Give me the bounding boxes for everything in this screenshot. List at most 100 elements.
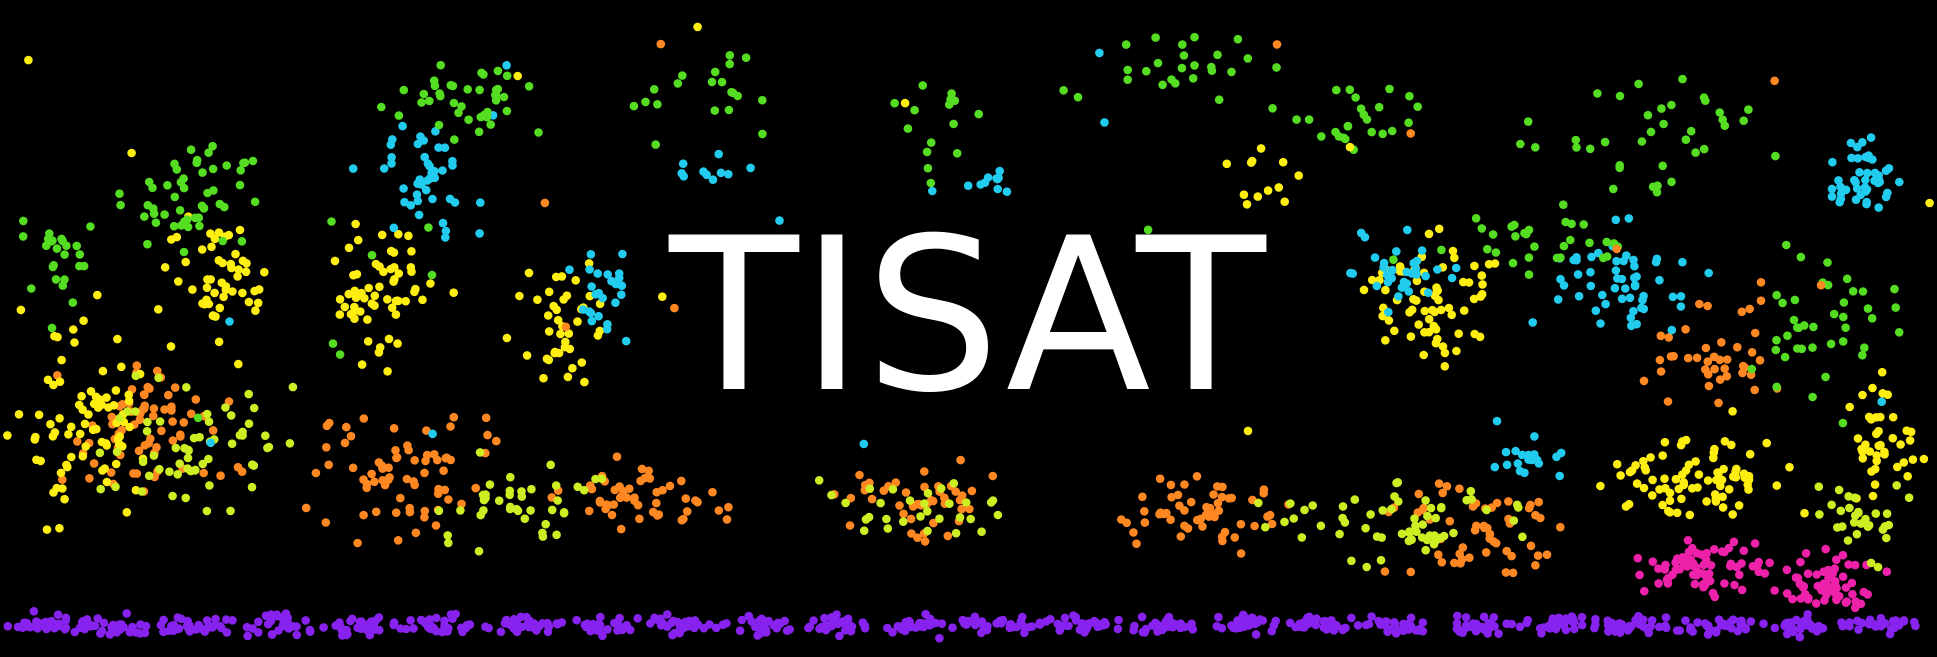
scatter-dot xyxy=(1848,287,1858,296)
scatter-dot xyxy=(288,382,298,392)
scatter-dot xyxy=(573,317,582,326)
scatter-dot xyxy=(533,295,542,305)
scatter-dot xyxy=(1686,126,1696,136)
scatter-dot xyxy=(146,434,155,444)
scatter-dot xyxy=(1904,493,1914,503)
scatter-dot xyxy=(1692,353,1702,363)
scatter-dot xyxy=(1069,611,1078,620)
scatter-dot xyxy=(405,507,415,517)
scatter-dot xyxy=(1524,270,1534,279)
scatter-dot xyxy=(49,488,58,497)
scatter-dot xyxy=(428,194,437,204)
scatter-dot xyxy=(556,329,565,339)
scatter-dot xyxy=(1239,610,1248,620)
scatter-dot xyxy=(57,355,66,365)
scatter-dot xyxy=(1685,510,1695,520)
scatter-dot xyxy=(993,184,1002,194)
scatter-dot xyxy=(1316,521,1326,531)
scatter-dot xyxy=(1421,496,1430,505)
scatter-dot xyxy=(238,288,247,298)
scatter-dot xyxy=(43,375,53,385)
scatter-dot xyxy=(1838,550,1848,560)
scatter-dot xyxy=(198,459,208,469)
scatter-dot xyxy=(450,135,459,144)
scatter-dot xyxy=(552,619,561,628)
scatter-dot xyxy=(111,386,121,395)
scatter-dot xyxy=(1880,447,1889,457)
scatter-dot xyxy=(483,430,492,440)
scatter-dot xyxy=(735,626,745,635)
scatter-dot xyxy=(335,350,345,359)
scatter-dot xyxy=(907,529,916,538)
scatter-dot xyxy=(876,498,885,508)
scatter-dot xyxy=(1152,619,1161,629)
scatter-dot xyxy=(1590,623,1599,633)
scatter-dot xyxy=(957,504,966,514)
scatter-dot xyxy=(1370,253,1380,262)
scatter-dot xyxy=(611,298,620,308)
scatter-dot xyxy=(1508,258,1518,268)
scatter-dot xyxy=(1222,159,1232,169)
scatter-dot xyxy=(417,180,426,189)
scatter-dot xyxy=(66,422,76,432)
scatter-dot xyxy=(621,336,631,346)
scatter-dot xyxy=(1720,121,1730,130)
scatter-dot xyxy=(1681,616,1690,625)
scatter-dot xyxy=(1853,434,1863,443)
scatter-dot xyxy=(956,455,965,465)
scatter-dot xyxy=(410,480,420,490)
scatter-dot xyxy=(1601,299,1610,309)
scatter-dot xyxy=(1502,546,1511,556)
scatter-dot xyxy=(70,338,79,347)
scatter-dot xyxy=(49,380,58,390)
scatter-dot xyxy=(391,310,401,319)
scatter-dot xyxy=(1444,303,1454,313)
scatter-dot xyxy=(1861,514,1870,524)
scatter-dot xyxy=(1471,619,1480,629)
scatter-dot xyxy=(1838,621,1847,631)
scatter-dot xyxy=(1173,490,1183,500)
scatter-dot xyxy=(1868,491,1878,501)
scatter-dot xyxy=(183,453,193,463)
scatter-dot xyxy=(1703,630,1713,639)
scatter-dot xyxy=(538,532,548,541)
scatter-dot xyxy=(237,237,247,246)
scatter-dot xyxy=(1671,474,1681,484)
scatter-dot xyxy=(1714,398,1723,408)
scatter-dot xyxy=(175,459,184,469)
scatter-dot xyxy=(855,470,864,480)
scatter-dot xyxy=(432,613,441,623)
scatter-dot xyxy=(1329,626,1339,635)
scatter-dot xyxy=(1836,194,1846,204)
scatter-dot xyxy=(155,417,165,426)
scatter-dot xyxy=(194,620,203,630)
scatter-dot xyxy=(1845,618,1854,627)
scatter-dot xyxy=(1853,616,1862,626)
scatter-dot xyxy=(29,607,39,616)
scatter-dot xyxy=(208,141,217,151)
scatter-dot xyxy=(1614,626,1624,636)
scatter-dot xyxy=(242,622,252,632)
scatter-dot xyxy=(1647,616,1657,625)
scatter-dot xyxy=(1780,352,1790,362)
scatter-dot xyxy=(1477,224,1487,233)
scatter-dot xyxy=(67,452,76,462)
scatter-dot xyxy=(1504,497,1513,506)
scatter-dot xyxy=(1274,183,1284,192)
scatter-dot xyxy=(1414,489,1424,499)
scatter-dot xyxy=(93,290,102,300)
scatter-dot xyxy=(712,623,721,633)
scatter-dot xyxy=(84,410,93,419)
scatter-dot xyxy=(235,225,245,235)
scatter-dot xyxy=(513,71,522,81)
scatter-dot xyxy=(840,626,850,635)
scatter-dot xyxy=(614,273,624,283)
scatter-dot xyxy=(203,188,212,198)
scatter-dot xyxy=(1383,277,1393,287)
scatter-dot xyxy=(1703,370,1713,379)
scatter-dot xyxy=(1593,89,1602,98)
scatter-dot xyxy=(1625,293,1635,303)
scatter-dot xyxy=(370,291,380,301)
scatter-dot xyxy=(129,469,138,478)
scatter-dot xyxy=(1524,253,1534,262)
